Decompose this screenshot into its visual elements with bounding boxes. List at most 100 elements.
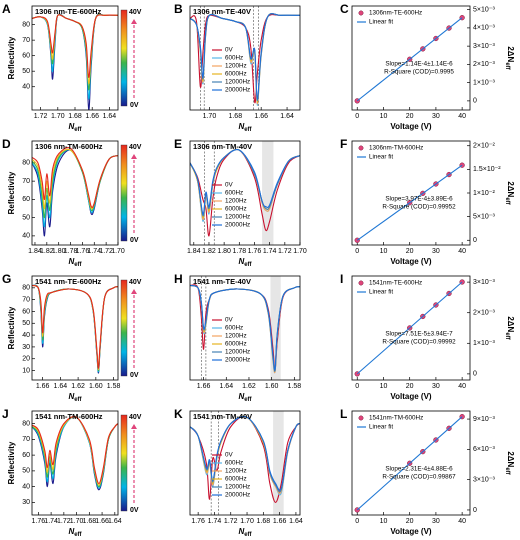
x-tick-label: 10 [380,113,388,120]
spectrum-line [32,284,118,369]
y-tick-label: 0 [473,507,477,514]
x-tick-label: 1.74 [44,518,58,525]
spectrum-line [190,149,300,215]
y-tick-label: 1×10⁻² [473,190,495,197]
x-label-main: N [238,527,244,536]
fit-line [356,164,463,241]
x-tick-label: 10 [380,518,388,525]
y-tick-label: 5×10⁻³ [473,213,495,220]
y-tick-label: 0 [473,98,477,105]
plot-frame [31,140,119,246]
y-tick-label: 9×10⁻³ [473,416,495,423]
annotation: Slope=7.51E-5±3.94E-7 [385,331,453,338]
y-tick-label: 40 [22,233,30,240]
colorbar-top-label: 40V [129,279,142,286]
x-tick-label: 1.66 [254,113,268,120]
colorbar-arrowhead [131,154,137,159]
y-tick-label: 2×10⁻² [473,143,495,150]
y-tick-label: 50 [22,214,30,221]
x-axis-label: Neff [68,527,82,537]
y-tick-label: 40 [22,332,30,339]
x-label-main: N [68,122,74,131]
legend-marker [358,280,364,286]
x-tick-label: 1.58 [107,383,121,390]
colorbar-arrowhead [131,289,137,294]
colorbar-top-label: 40V [129,414,142,421]
fit-line [356,17,463,102]
legend-label: Linear fit [369,289,393,296]
colorbar-arrowhead [131,19,137,24]
x-tick-label: 20 [406,248,414,255]
x-tick-label: 1.72 [99,248,113,255]
legend-label: 12000Hz [225,349,250,356]
y-axis-label: Reflectivity [7,171,16,214]
x-tick-label: 10 [380,383,388,390]
y-tick-label: 1.5×10⁻² [473,166,501,173]
x-tick-label: 1.76 [191,518,205,525]
x-tick-label: 1.76 [32,518,46,525]
x-label-main: N [68,257,74,266]
legend-label: 600Hz [225,460,243,467]
x-tick-label: 1.66 [273,518,287,525]
y-tick-label: 70 [22,296,30,303]
legend-label: 1306nm-TM-600Hz [369,145,423,152]
x-tick-label: 1.64 [103,113,117,120]
y-tick-label: 50 [22,68,30,75]
legend-label: 0V [225,452,234,459]
y-label-sub: eff [504,332,510,340]
panel-letter: K [174,407,183,421]
x-tick-label: 30 [432,248,440,255]
x-tick-label: 1.60 [89,383,103,390]
x-tick-label: 0 [355,248,359,255]
y-tick-label: 1×10⁻³ [473,79,495,86]
panel-letter: I [340,272,343,286]
x-axis-label: Neff [238,527,252,537]
x-tick-label: 1.78 [232,248,246,255]
legend-label: 600Hz [225,190,243,197]
x-tick-label: 1.68 [257,518,271,525]
colorbar-bottom-label: 0V [130,237,139,244]
y-tick-label: 20 [22,356,30,363]
panel-letter: G [2,272,11,286]
y-tick-label: 30 [22,344,30,351]
shaded-region [270,276,281,380]
y-tick-label: 50 [22,468,30,475]
x-tick-label: 1.62 [71,383,85,390]
x-axis-label: Voltage (V) [390,122,432,131]
x-axis-label: Voltage (V) [390,527,432,536]
y-tick-label: 60 [22,53,30,60]
x-tick-label: 1.60 [265,383,279,390]
x-tick-label: 1.64 [280,113,294,120]
x-tick-label: 1.70 [293,248,307,255]
spectrum-line [32,14,118,85]
legend-label: 1541nm-TE-600Hz [369,280,422,287]
y-label-sub: eff [504,197,510,205]
x-tick-label: 1.66 [36,383,50,390]
y-tick-label: 40 [22,84,30,91]
panel: C 0 10 20 30 40 Voltage (V) 0 1×10⁻³ 2×10⁻³ 3×10⁻³… [340,2,515,131]
annotation: R-Square (COD)=0.99992 [382,339,456,346]
x-tick-label: 1.68 [83,518,97,525]
legend-label: 12000Hz [225,214,250,221]
x-tick-label: 0 [355,518,359,525]
legend-label: 20000Hz [225,222,250,229]
x-tick-label: 40 [458,383,466,390]
x-label-sub: eff [244,127,252,133]
colorbar-arrowhead [131,424,137,429]
x-label-main: N [68,527,74,536]
x-label-main: N [238,257,244,266]
y-axis-label: 2ΔNeff [504,451,514,475]
x-label-main: N [238,122,244,131]
panel-letter: C [340,2,349,16]
x-tick-label: 1.70 [203,113,217,120]
panel-letter: F [340,137,347,151]
x-tick-label: 0 [355,383,359,390]
panel: G 1.66 1.64 1.62 1.60 1.58 Neff 10 20 30 40 50 60 70 8… [2,272,142,402]
panel: F 0 10 20 30 40 Voltage (V) 0 5×10⁻³ 1×10⁻² 1.5×10… [340,137,515,266]
x-tick-label: 1.64 [289,518,303,525]
panel: L 0 10 20 30 40 Voltage (V) 0 3×10⁻³ 6×10⁻³ 9×10⁻³… [340,407,515,536]
legend-label: Linear fit [369,19,393,26]
fit-line [356,416,463,511]
x-tick-label: 1.68 [68,113,82,120]
y-axis-label: Reflectivity [7,36,16,79]
